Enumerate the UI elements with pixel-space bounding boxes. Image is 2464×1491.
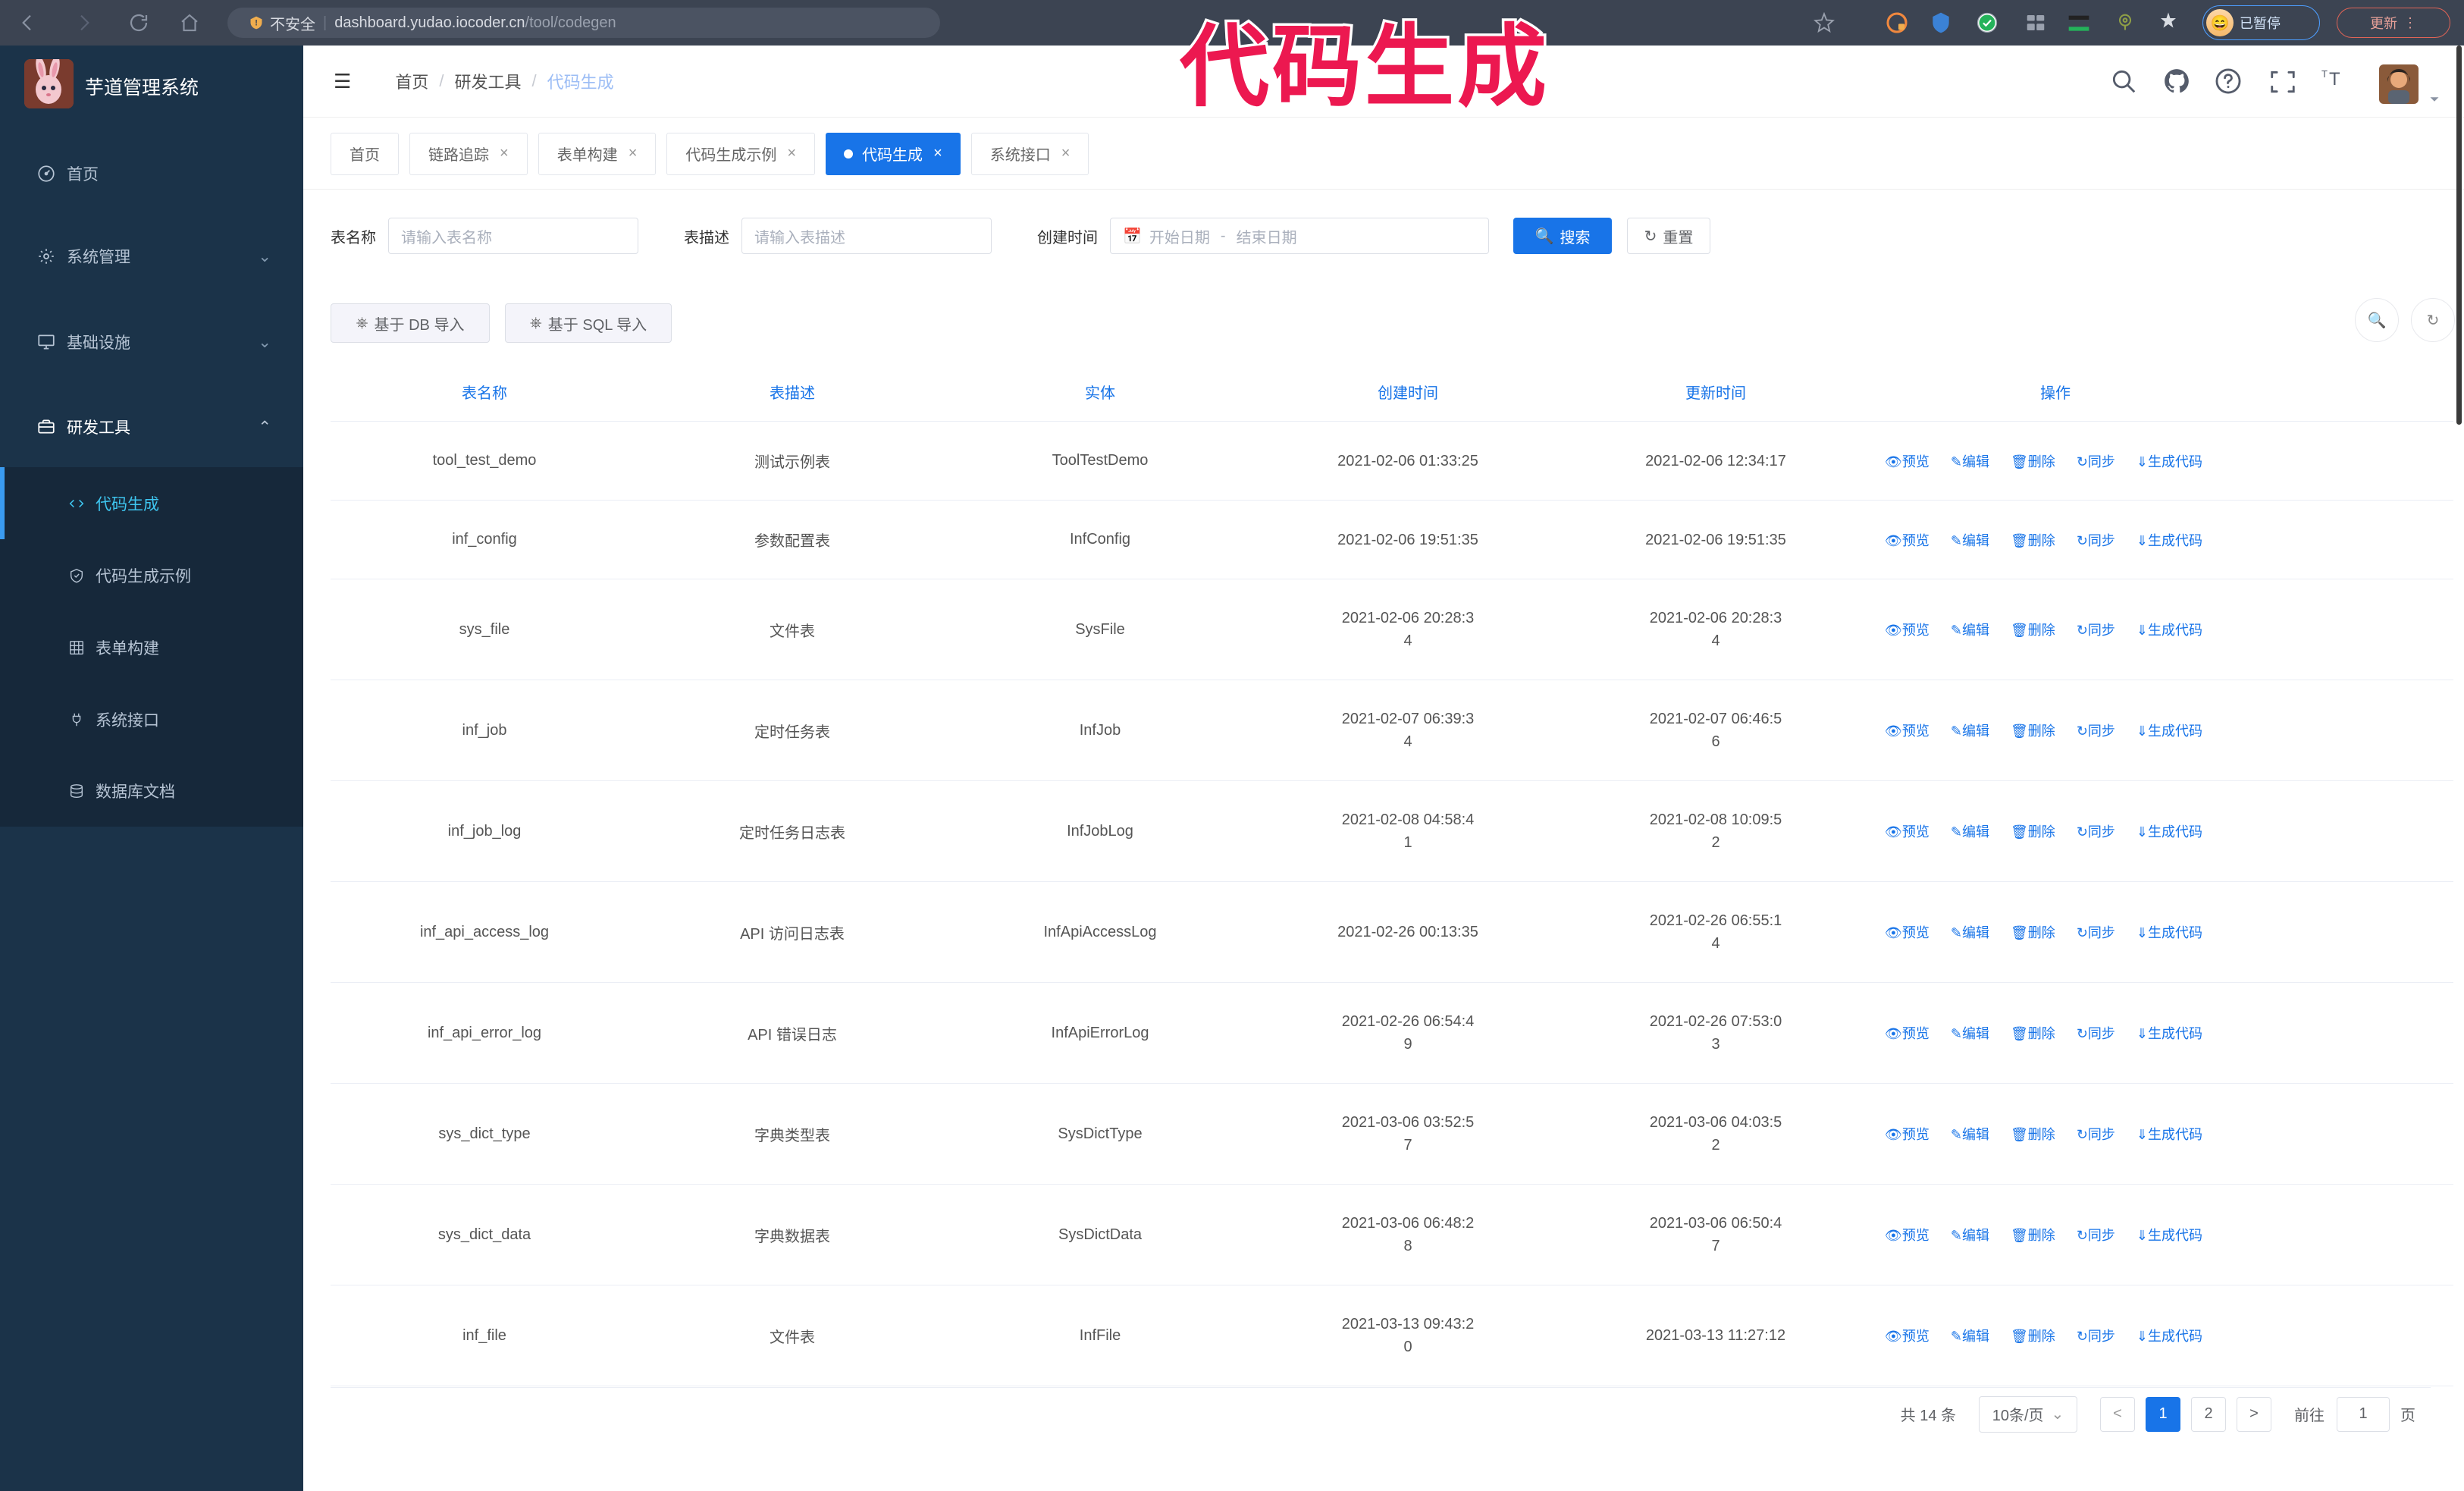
svg-text:!: !	[255, 18, 258, 27]
